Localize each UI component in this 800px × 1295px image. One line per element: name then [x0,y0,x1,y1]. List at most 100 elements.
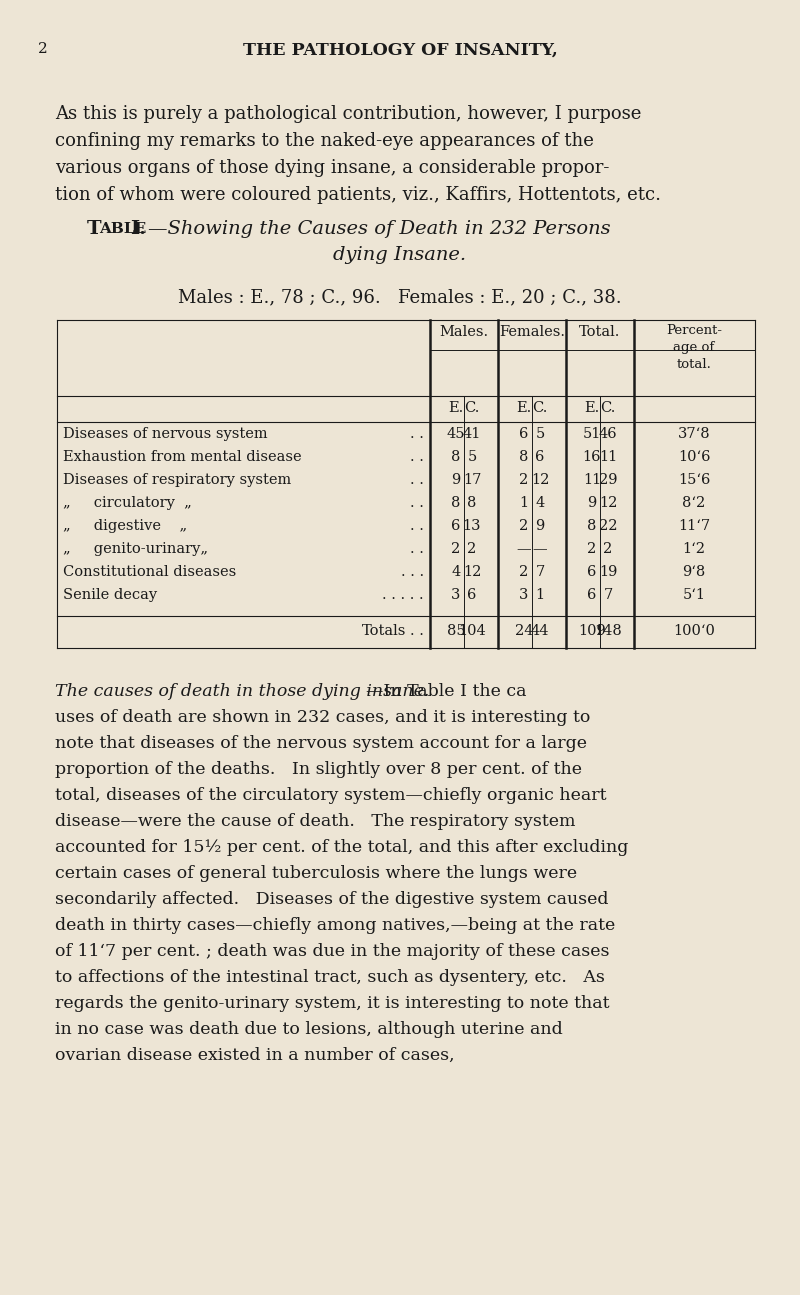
Text: 2: 2 [467,543,477,556]
Text: . .: . . [410,519,424,534]
Text: —In Table I the ca: —In Table I the ca [366,682,526,701]
Text: 46: 46 [598,427,618,442]
Text: 13: 13 [462,519,482,534]
Text: 41: 41 [463,427,481,442]
Text: 2: 2 [519,565,529,579]
Text: . .: . . [410,473,424,487]
Text: . .: . . [410,427,424,442]
Text: 10‘6: 10‘6 [678,449,710,464]
Text: 9‘8: 9‘8 [682,565,706,579]
Text: —Showing the Causes of Death in 232 Persons: —Showing the Causes of Death in 232 Pers… [148,220,610,238]
Text: „     circulatory  „: „ circulatory „ [63,496,192,510]
Text: 2: 2 [587,543,597,556]
Text: Totals: Totals [362,624,406,638]
Text: note that diseases of the nervous system account for a large: note that diseases of the nervous system… [55,736,587,752]
Text: —: — [517,543,531,556]
Text: secondarily affected.   Diseases of the digestive system caused: secondarily affected. Diseases of the di… [55,891,609,908]
Text: 8‘2: 8‘2 [682,496,706,510]
Text: 11: 11 [583,473,601,487]
Text: ABLE: ABLE [99,221,146,236]
Text: 6: 6 [451,519,461,534]
Text: Percent-
age of
total.: Percent- age of total. [666,324,722,370]
Text: 8: 8 [451,449,461,464]
Text: 8: 8 [519,449,529,464]
Text: 6: 6 [519,427,529,442]
Text: confining my remarks to the naked-eye appearances of the: confining my remarks to the naked-eye ap… [55,132,594,150]
Text: 22: 22 [598,519,618,534]
Text: 11: 11 [599,449,617,464]
Text: Females.: Females. [499,325,565,339]
Text: accounted for 15½ per cent. of the total, and this after excluding: accounted for 15½ per cent. of the total… [55,839,628,856]
Text: 9: 9 [535,519,545,534]
Text: 5: 5 [535,427,545,442]
Text: 45: 45 [446,427,466,442]
Text: various organs of those dying insane, a considerable propor-: various organs of those dying insane, a … [55,159,610,177]
Text: 44: 44 [530,624,550,638]
Text: 16: 16 [582,449,602,464]
Text: As this is purely a pathological contribution, however, I purpose: As this is purely a pathological contrib… [55,105,642,123]
Text: Exhaustion from mental disease: Exhaustion from mental disease [63,449,302,464]
Text: death in thirty cases—chiefly among natives,—being at the rate: death in thirty cases—chiefly among nati… [55,917,615,934]
Text: 3: 3 [519,588,529,602]
Text: 12: 12 [463,565,481,579]
Text: ovarian disease existed in a number of cases,: ovarian disease existed in a number of c… [55,1046,454,1064]
Text: 19: 19 [599,565,617,579]
Text: tion of whom were coloured patients, viz., Kaffirs, Hottentots, etc.: tion of whom were coloured patients, viz… [55,186,661,205]
Text: 3: 3 [451,588,461,602]
Text: Males : E., 78 ; C., 96.   Females : E., 20 ; C., 38.: Males : E., 78 ; C., 96. Females : E., 2… [178,287,622,306]
Text: 5‘1: 5‘1 [682,588,706,602]
Text: 6: 6 [587,565,597,579]
Text: I.: I. [130,220,146,238]
Text: regards the genito-urinary system, it is interesting to note that: regards the genito-urinary system, it is… [55,995,610,1011]
Text: proportion of the deaths.   In slightly over 8 per cent. of the: proportion of the deaths. In slightly ov… [55,761,582,778]
Text: 100‘0: 100‘0 [673,624,715,638]
Text: dying Insane.: dying Insane. [334,246,466,264]
Text: 7: 7 [535,565,545,579]
Text: 8: 8 [587,519,597,534]
Text: E.: E. [448,401,464,414]
Text: 4: 4 [451,565,461,579]
Text: 148: 148 [594,624,622,638]
Text: 2: 2 [603,543,613,556]
Text: 104: 104 [458,624,486,638]
Text: 2: 2 [519,519,529,534]
Text: 5: 5 [467,449,477,464]
Text: Males.: Males. [439,325,489,339]
Text: 1: 1 [535,588,545,602]
Text: 6: 6 [535,449,545,464]
Text: 9: 9 [451,473,461,487]
Text: in no case was death due to lesions, although uterine and: in no case was death due to lesions, alt… [55,1020,562,1039]
Text: 29: 29 [598,473,618,487]
Text: „     digestive    „: „ digestive „ [63,519,187,534]
Text: . . .: . . . [401,565,424,579]
Text: 8: 8 [467,496,477,510]
Text: uses of death are shown in 232 cases, and it is interesting to: uses of death are shown in 232 cases, an… [55,708,590,726]
Text: 7: 7 [603,588,613,602]
Text: disease—were the cause of death.   The respiratory system: disease—were the cause of death. The res… [55,813,575,830]
Text: 2: 2 [519,473,529,487]
Text: 6: 6 [467,588,477,602]
Text: certain cases of general tuberculosis where the lungs were: certain cases of general tuberculosis wh… [55,865,577,882]
Text: of 11‘7 per cent. ; death was due in the majority of these cases: of 11‘7 per cent. ; death was due in the… [55,943,610,960]
Text: 51: 51 [583,427,601,442]
Text: 37‘8: 37‘8 [678,427,710,442]
Text: Diseases of nervous system: Diseases of nervous system [63,427,268,442]
Text: 24: 24 [514,624,534,638]
Text: C.: C. [600,401,616,414]
Text: Total.: Total. [579,325,621,339]
Text: 6: 6 [587,588,597,602]
Text: Senile decay: Senile decay [63,588,157,602]
Text: T: T [87,220,102,238]
Text: 11‘7: 11‘7 [678,519,710,534]
Text: 2: 2 [38,41,48,56]
Text: 8: 8 [451,496,461,510]
Text: „     genito-urinary„: „ genito-urinary„ [63,543,208,556]
Text: 12: 12 [531,473,549,487]
Text: Constitutional diseases: Constitutional diseases [63,565,236,579]
Text: Diseases of respiratory system: Diseases of respiratory system [63,473,291,487]
Text: 15‘6: 15‘6 [678,473,710,487]
Text: E.: E. [516,401,532,414]
Text: THE PATHOLOGY OF INSANITY,: THE PATHOLOGY OF INSANITY, [242,41,558,60]
Text: 4: 4 [535,496,545,510]
Text: The causes of death in those dying insane.: The causes of death in those dying insan… [55,682,430,701]
